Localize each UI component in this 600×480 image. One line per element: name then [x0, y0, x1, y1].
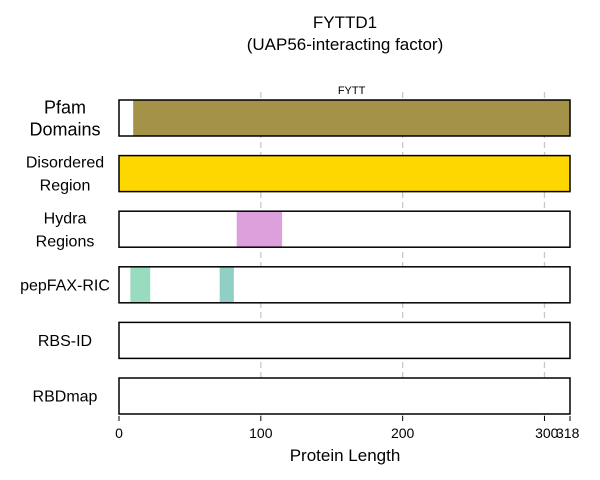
x-tick-label-200: 200 — [391, 425, 415, 441]
x-tick-label-300: 300 — [535, 425, 559, 441]
segment-pepfax-ric-0 — [130, 266, 151, 303]
track-label-pepfax-ric: pepFAX-RIC — [20, 277, 110, 294]
track-bg-rbdmap — [119, 378, 570, 414]
tracks: FYTT Pfam Domains Disordered Region Hydra Regi… — [20, 85, 571, 415]
track-label-hydra-regions: Hydra Regions — [36, 210, 95, 250]
track-border-rbs-id — [118, 321, 571, 360]
track-border-rbdmap — [118, 377, 571, 415]
track-bg-hydra-regions — [119, 211, 570, 248]
track-bg-rbs-id — [119, 322, 570, 359]
track-label-rbdmap: RBDmap — [33, 389, 98, 406]
x-tick-label-318: 318 — [556, 425, 580, 441]
x-tick-label-100: 100 — [249, 425, 273, 441]
track-border-disordered-region — [118, 154, 571, 193]
chart-title: FYTTD1 — [313, 13, 377, 32]
x-axis-label: Protein Length — [290, 446, 401, 465]
track-label-rbs-id: RBS-ID — [38, 333, 92, 350]
segment-pfam-domains-0 — [133, 100, 571, 136]
segment-disordered-region-0 — [119, 155, 570, 192]
track-border-pfam-domains — [118, 99, 571, 137]
segment-pepfax-ric-1 — [219, 266, 234, 303]
x-tick-label-0: 0 — [115, 425, 123, 441]
track-bg-pepfax-ric — [119, 266, 570, 303]
track-label-pfam-domains: Pfam Domains — [29, 97, 100, 139]
segment-hydra-regions-0 — [236, 211, 283, 248]
track-border-hydra-regions — [118, 210, 571, 248]
track-border-pepfax-ric — [118, 266, 571, 304]
gridlines — [260, 92, 546, 416]
segment-label-pfam-domains-0: FYTT — [338, 85, 366, 97]
track-label-disordered-region: Disordered Region — [26, 155, 104, 195]
chart-subtitle: (UAP56-interacting factor) — [247, 35, 444, 54]
